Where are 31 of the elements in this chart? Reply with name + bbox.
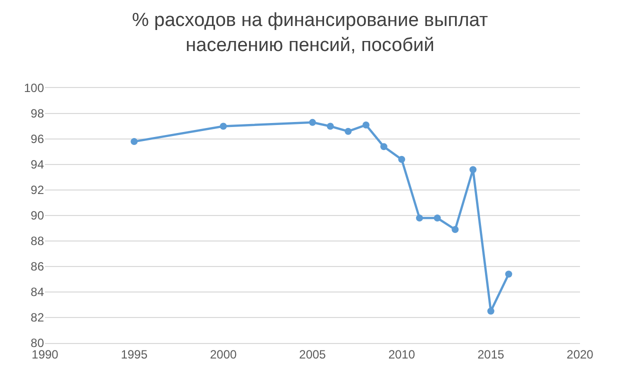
y-tick-label: 86	[30, 260, 44, 274]
point	[380, 143, 388, 150]
x-tick-label: 2010	[388, 347, 416, 362]
y-tick-label: 88	[30, 234, 44, 248]
y-tick-label: 96	[30, 132, 44, 146]
y-tick-label: 84	[30, 285, 44, 300]
y-tick-label: 100	[24, 81, 44, 96]
y-tick-label: 90	[30, 208, 44, 223]
point	[416, 214, 423, 222]
point	[362, 121, 370, 128]
point	[344, 128, 352, 135]
point	[398, 156, 406, 163]
point	[434, 214, 441, 222]
point	[130, 138, 138, 146]
x-tick-label: 2020	[566, 347, 594, 362]
x-tick-label: 2005	[299, 347, 326, 362]
point	[452, 226, 459, 234]
y-tick-label: 92	[30, 183, 44, 198]
x-tick-label: 2015	[477, 347, 504, 362]
point	[309, 118, 316, 126]
point	[220, 122, 227, 130]
point	[505, 270, 512, 278]
x-tick-label: 2000	[210, 347, 237, 362]
point	[470, 166, 476, 174]
x-tick-label: 1995	[120, 347, 148, 362]
y-tick-label: 82	[30, 310, 44, 325]
chart-title: % расходов на финансирование выплат населению пенсий, пособий	[132, 10, 488, 56]
point	[487, 308, 494, 315]
point	[326, 122, 334, 130]
y-tick-label: 94	[30, 158, 44, 172]
y-tick-label: 98	[30, 106, 44, 121]
